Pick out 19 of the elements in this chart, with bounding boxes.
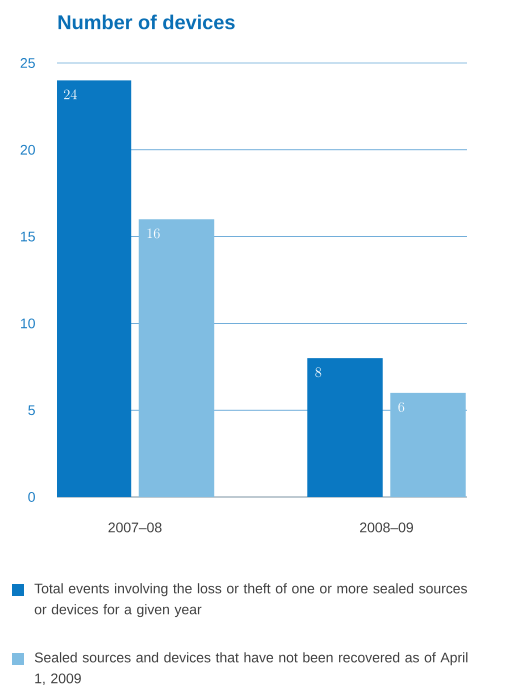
y-tick-label: 5 [28, 405, 35, 416]
chart-title: Number of devices [58, 14, 235, 30]
y-tick-label: 25 [20, 58, 35, 68]
bar [57, 80, 132, 497]
x-tick-label: 2008–09 [360, 522, 413, 532]
y-tick-label: 10 [21, 318, 35, 328]
data-label: 6 [398, 402, 404, 412]
legend-label: Sealed sources and devices that have not been recovered as of April 1, 2009 [34, 652, 468, 685]
y-tick-label: 0 [28, 492, 35, 502]
bar [390, 392, 466, 497]
data-label: 8 [315, 367, 322, 378]
y-tick-label: 20 [20, 144, 35, 155]
bar [307, 358, 383, 497]
data-label: 24 [64, 89, 77, 100]
bar [138, 219, 214, 497]
x-tick-label: 2007–08 [108, 522, 162, 532]
legend-label: Total events involving the loss or theft of one or more sealed sources or devices for a given year [34, 583, 467, 618]
data-label: 16 [148, 228, 160, 238]
y-tick-label: 15 [21, 232, 35, 242]
